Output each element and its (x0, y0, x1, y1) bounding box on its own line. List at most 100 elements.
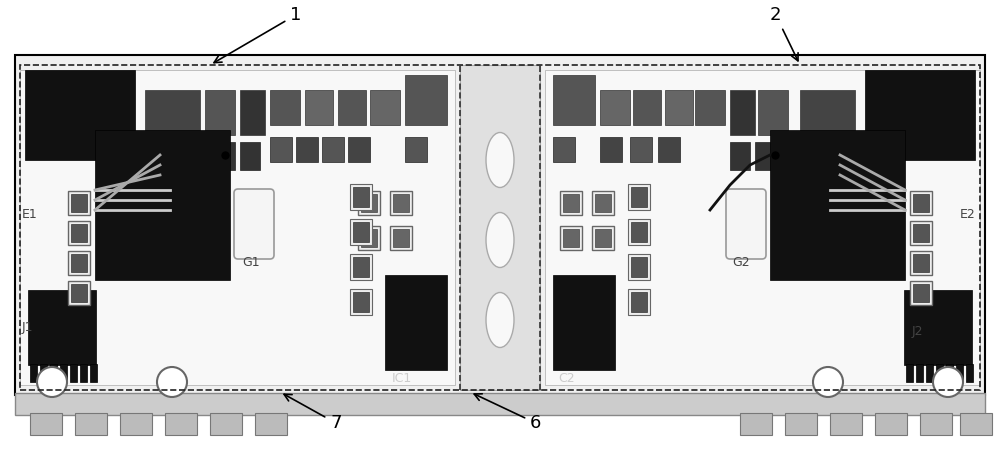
Bar (15, 55, 985, 395)
Bar (910, 191, 932, 215)
Bar (390, 226, 412, 250)
Bar (50, 364, 57, 382)
Bar (553, 75, 595, 125)
Bar (936, 364, 943, 382)
Bar (30, 413, 62, 435)
FancyBboxPatch shape (234, 189, 274, 259)
Bar (563, 194, 579, 212)
Bar (68, 281, 90, 305)
Bar (385, 275, 447, 370)
Bar (553, 275, 615, 370)
Bar (926, 364, 933, 382)
Text: 2: 2 (770, 6, 798, 61)
Bar (240, 90, 265, 135)
Ellipse shape (486, 212, 514, 267)
Bar (800, 90, 855, 140)
Bar (770, 130, 905, 280)
Text: J2: J2 (912, 325, 924, 338)
Bar (630, 137, 652, 162)
Bar (755, 142, 775, 170)
Bar (460, 65, 540, 390)
Circle shape (933, 367, 963, 397)
Bar (353, 292, 369, 312)
Bar (910, 281, 932, 305)
Bar (966, 364, 973, 382)
Bar (370, 90, 400, 125)
Text: C2: C2 (558, 372, 575, 384)
Bar (631, 257, 647, 277)
Bar (255, 413, 287, 435)
Bar (350, 219, 372, 245)
Bar (240, 142, 260, 170)
Bar (563, 229, 579, 247)
Bar (913, 224, 929, 242)
Bar (350, 184, 372, 210)
Bar (296, 137, 318, 162)
Bar (393, 229, 409, 247)
Bar (631, 292, 647, 312)
Bar (920, 413, 952, 435)
Text: 6: 6 (474, 394, 541, 432)
Bar (405, 137, 427, 162)
Bar (665, 90, 693, 125)
Bar (904, 290, 972, 365)
Circle shape (37, 367, 67, 397)
Bar (40, 364, 47, 382)
Bar (553, 137, 575, 162)
Bar (90, 364, 97, 382)
Bar (95, 130, 230, 280)
Bar (353, 257, 369, 277)
Bar (628, 184, 650, 210)
Bar (358, 191, 380, 215)
Bar (405, 75, 447, 125)
Text: 1: 1 (214, 6, 301, 63)
Bar (120, 413, 152, 435)
Bar (68, 191, 90, 215)
Bar (305, 90, 333, 125)
Text: G2: G2 (732, 256, 750, 269)
Bar (25, 70, 135, 160)
Bar (865, 70, 975, 160)
Bar (695, 90, 725, 125)
Bar (71, 194, 87, 212)
Bar (361, 229, 377, 247)
Bar (600, 137, 622, 162)
Bar (390, 191, 412, 215)
Bar (215, 142, 235, 170)
Bar (592, 226, 614, 250)
Bar (592, 191, 614, 215)
Circle shape (157, 367, 187, 397)
Bar (270, 137, 292, 162)
Bar (631, 222, 647, 242)
Text: E2: E2 (960, 208, 976, 221)
Bar (628, 289, 650, 315)
Bar (785, 413, 817, 435)
Bar (75, 413, 107, 435)
Bar (322, 137, 344, 162)
Bar (910, 221, 932, 245)
Bar (358, 226, 380, 250)
Bar (730, 142, 750, 170)
Bar (956, 364, 963, 382)
Bar (393, 194, 409, 212)
Bar (348, 137, 370, 162)
Bar (270, 90, 300, 125)
Bar (758, 90, 788, 135)
Bar (361, 194, 377, 212)
Bar (545, 70, 980, 385)
Bar (205, 90, 235, 135)
Bar (875, 413, 907, 435)
Circle shape (813, 367, 843, 397)
Bar (338, 90, 366, 125)
Bar (633, 90, 661, 125)
Text: IC1: IC1 (392, 372, 412, 384)
Bar (906, 364, 913, 382)
Bar (913, 194, 929, 212)
Bar (600, 90, 630, 125)
Bar (560, 226, 582, 250)
Bar (71, 254, 87, 272)
Bar (71, 224, 87, 242)
Bar (595, 229, 611, 247)
Text: E1: E1 (22, 208, 38, 221)
Text: J1: J1 (22, 321, 34, 334)
